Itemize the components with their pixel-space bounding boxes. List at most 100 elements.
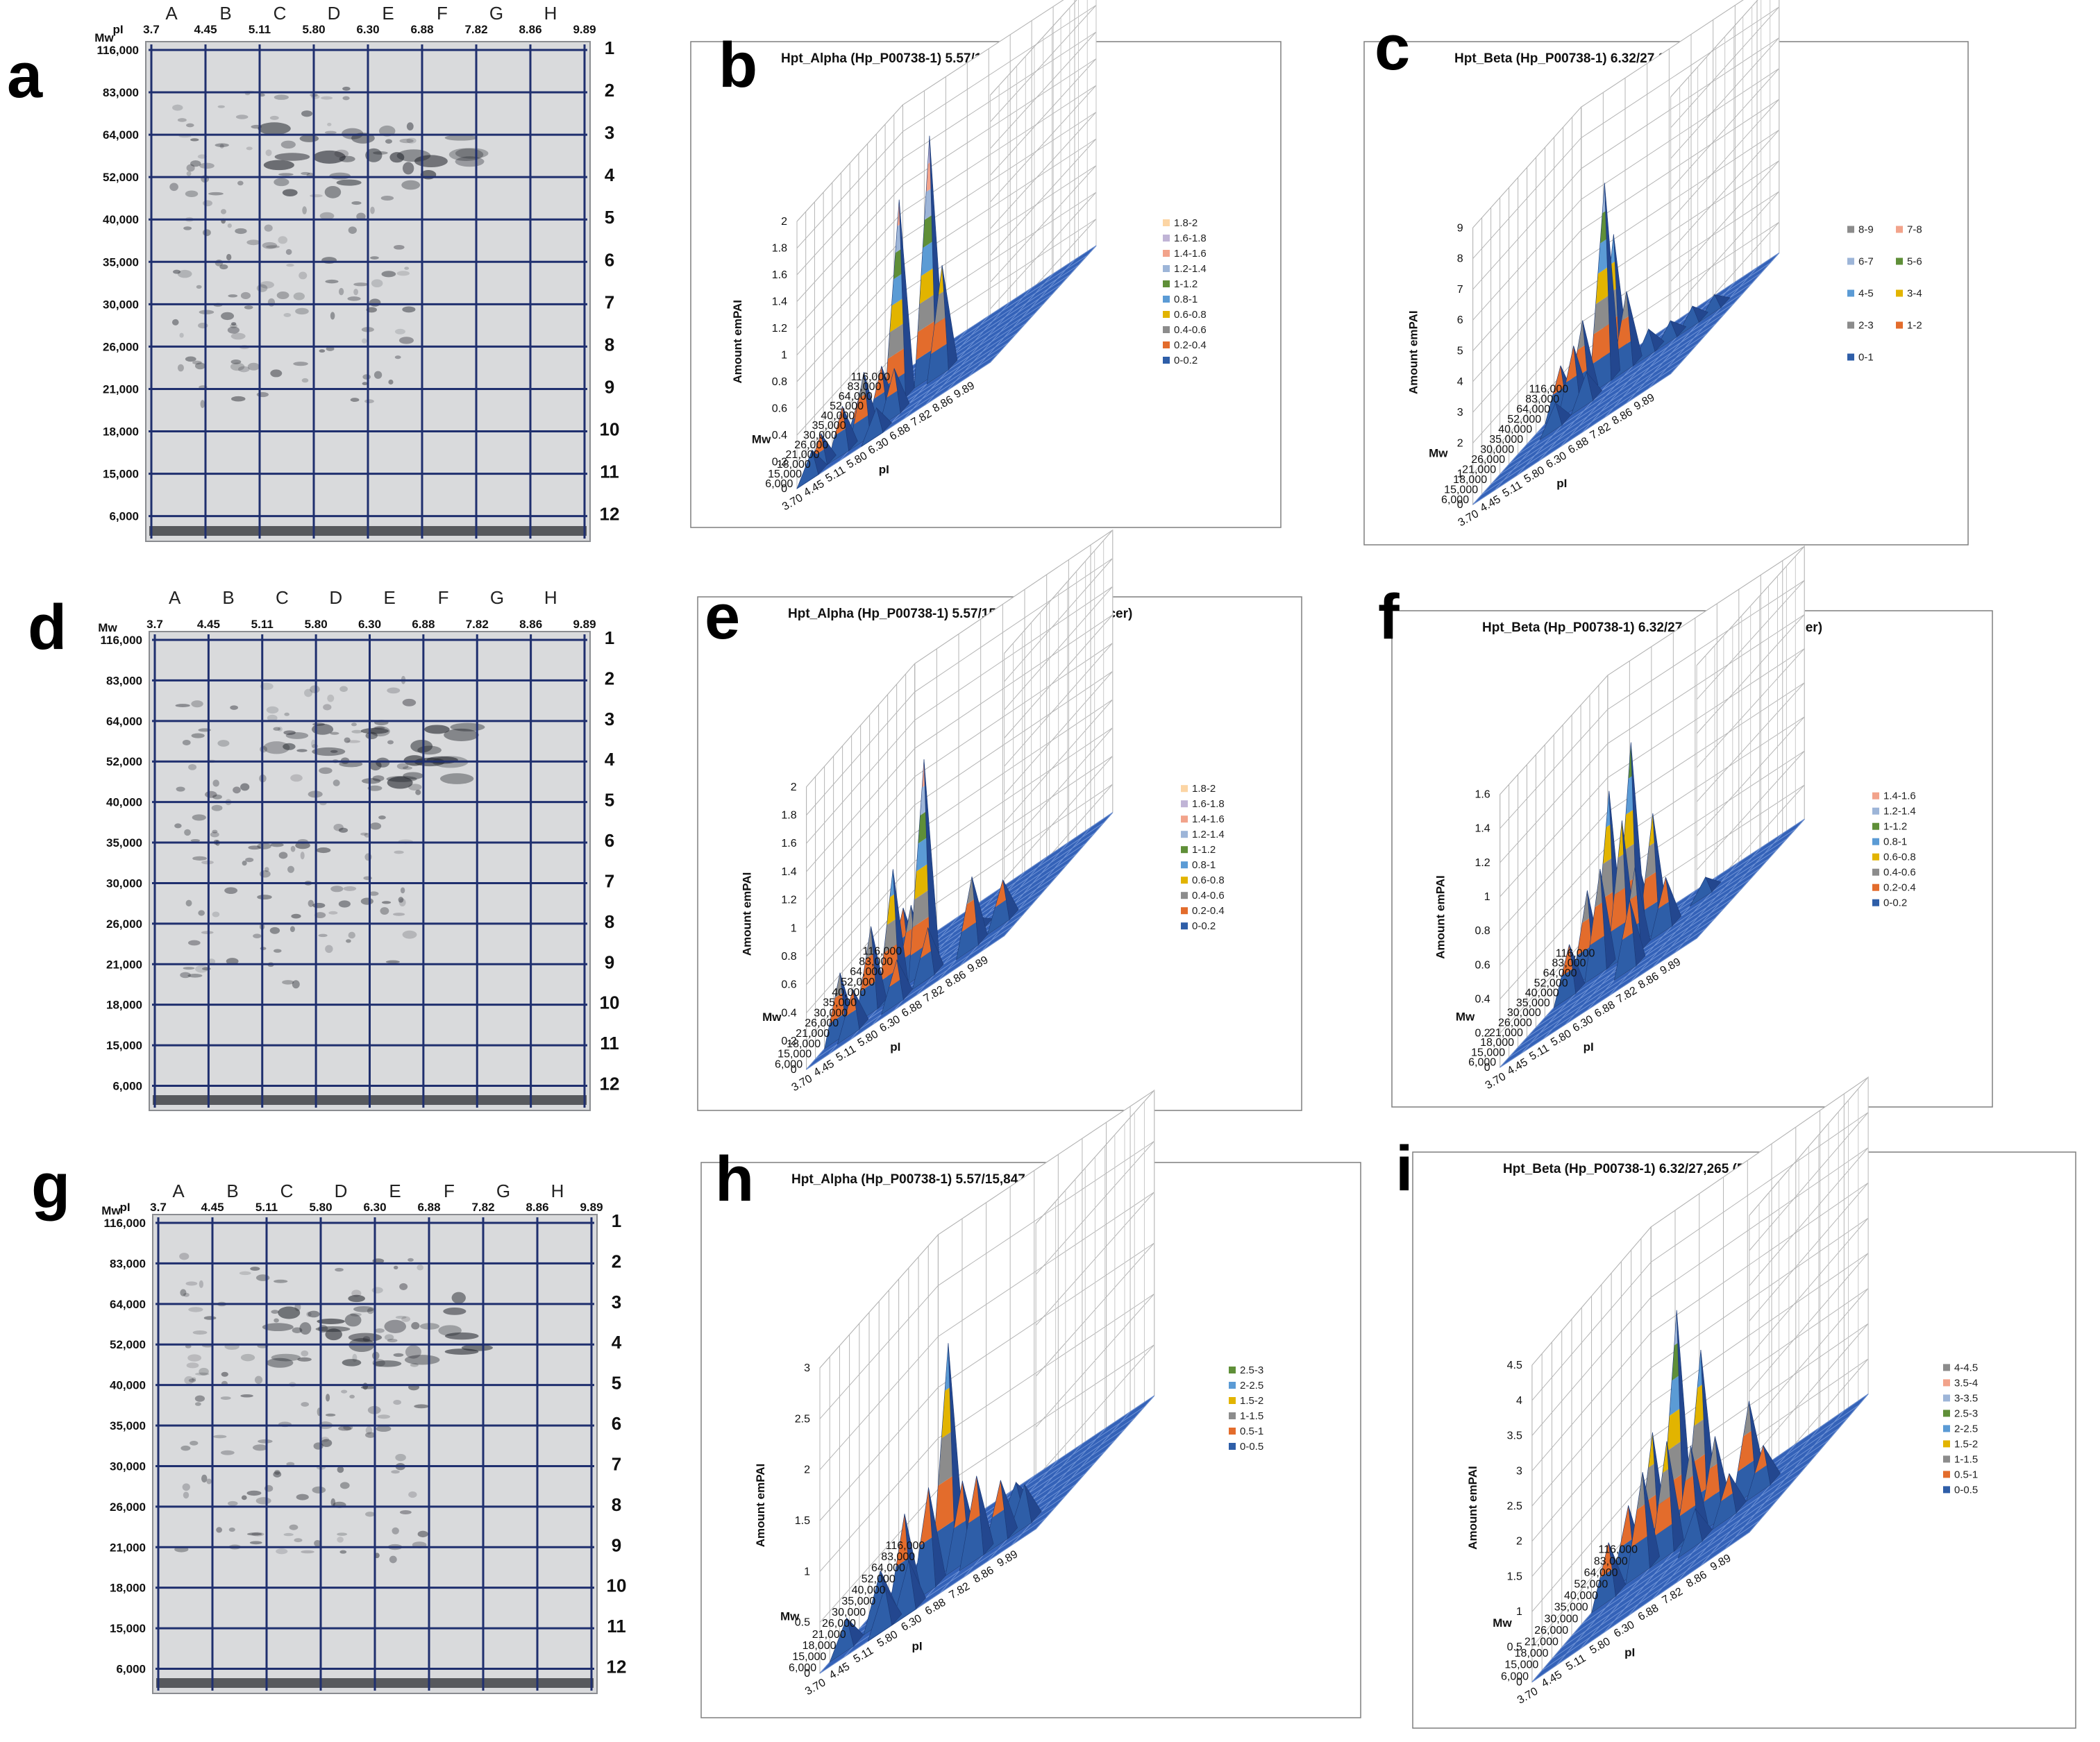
gel-mw-value: 83,000 [110, 1257, 146, 1270]
gel-spot [344, 737, 351, 743]
peak-band [1645, 843, 1656, 879]
gel-mw-value: 52,000 [103, 171, 139, 184]
gel-spot [227, 223, 232, 228]
legend-entry: 0.6-0.8 [1883, 852, 1916, 863]
gel-pi-value: 4.45 [194, 23, 217, 36]
gel-spot [196, 285, 202, 289]
gel-spot [273, 727, 281, 731]
peak-band [934, 1475, 955, 1534]
floor-gridline [1509, 928, 1706, 1058]
legend-swatch [1181, 831, 1188, 838]
legend-entry: 1-1.5 [1954, 1453, 1978, 1465]
peak-band [1599, 1542, 1613, 1578]
gel-pi-value: 3.7 [150, 1201, 167, 1214]
gel-spot [321, 1439, 333, 1447]
gel-spot [221, 1371, 228, 1377]
peak-band [1641, 872, 1658, 913]
z-tick-label: 1.4 [1475, 823, 1490, 835]
peak-band [896, 1514, 909, 1566]
z-tick-label: 0.2 [1475, 1028, 1490, 1040]
gel-column-letter: A [172, 1181, 185, 1201]
gel-spot [215, 143, 229, 147]
mw-tick-label: 26,000 [805, 1017, 839, 1029]
gel-column-letter: F [438, 587, 449, 608]
gel-spot [237, 366, 250, 373]
mw-tick-label: 21,000 [786, 449, 820, 461]
gel-spot [408, 1491, 417, 1498]
gel-spot [251, 1532, 264, 1537]
gel-row-number: 5 [605, 207, 614, 228]
gel-spot [184, 1376, 194, 1385]
gel-mw-value: 116,000 [100, 634, 142, 647]
legend-swatch [1181, 892, 1188, 899]
gel-spot [327, 694, 335, 702]
gel-spot [270, 843, 284, 847]
z-tick-label: 1 [1516, 1606, 1522, 1618]
gel-spot [230, 396, 246, 402]
legend-swatch [1896, 321, 1903, 329]
peak-band [1621, 291, 1629, 321]
floor-gridline [1518, 917, 1715, 1048]
gel-column-letter: A [169, 587, 181, 608]
legend-entry: 0.6-0.8 [1174, 309, 1207, 321]
gel-mw-value: 83,000 [103, 86, 139, 99]
legend-entry: 3-3.5 [1954, 1392, 1978, 1404]
gel-spot [186, 164, 195, 172]
peak-band [1622, 899, 1633, 940]
gel-spot [260, 682, 274, 691]
peak-band [860, 954, 875, 992]
gel-column-letter: E [389, 1181, 401, 1201]
gel-spot [385, 139, 392, 144]
gel-mw-value: 30,000 [106, 877, 142, 890]
legend-entry: 1-1.2 [1192, 844, 1216, 856]
gel-spot [333, 779, 340, 786]
gel-spot [182, 1483, 190, 1491]
legend-entry: 0-0.2 [1192, 920, 1216, 932]
gel-row-number: 6 [612, 1413, 621, 1434]
z-tick-label: 0.6 [1475, 959, 1490, 971]
legend-entry: 0.5-1 [1954, 1469, 1978, 1480]
gel-spot [328, 911, 338, 915]
z-tick-label: 2.5 [795, 1413, 810, 1425]
mw-tick-label: 30,000 [1507, 1007, 1541, 1019]
gel-spot [278, 173, 294, 176]
gel-spot [174, 823, 182, 829]
legend-entry: 4-4.5 [1954, 1362, 1978, 1373]
legend-swatch [1181, 922, 1188, 930]
gel-pi-value: 6.30 [358, 618, 381, 631]
panel-letter-d: d [28, 592, 67, 663]
gel-spot [306, 1311, 312, 1317]
gel-spot [396, 271, 410, 276]
gel-spot [367, 785, 383, 791]
legend-entry: 1.2-1.4 [1883, 806, 1916, 818]
gel-spot [290, 774, 303, 782]
gel-spot [308, 1310, 320, 1318]
peak-band [1743, 1401, 1752, 1437]
gel-spot [230, 362, 245, 371]
gel-spot [410, 1363, 419, 1367]
gel-spot [404, 1355, 440, 1365]
peak-band [1593, 296, 1609, 335]
gel-spot [443, 1308, 467, 1315]
gel-mw-value: 83,000 [106, 674, 142, 687]
gel-spot [374, 1328, 385, 1333]
legend-entry: 1-2 [1907, 320, 1922, 332]
z-tick-label: 1.6 [1475, 789, 1490, 801]
gel-spot [353, 1305, 375, 1312]
gel-spot [444, 135, 478, 141]
legend-entry: 0-0.2 [1174, 355, 1198, 366]
gel-spot [299, 271, 308, 280]
mw-tick-label: 83,000 [1525, 394, 1559, 405]
gel-spot [185, 190, 199, 198]
gel-row-number: 4 [612, 1332, 622, 1353]
peak-band [938, 1432, 953, 1486]
peak-band [1690, 1419, 1706, 1464]
peak-outline [926, 264, 949, 384]
legend-entry: 0.4-0.6 [1883, 867, 1916, 879]
legend-entry: 4-5 [1858, 288, 1874, 300]
gel-spot [191, 700, 203, 708]
floor-gridline [1561, 1497, 1779, 1648]
gel-spot [401, 180, 421, 190]
legend-swatch [1229, 1397, 1236, 1404]
z-tick-label: 1.8 [781, 810, 796, 822]
